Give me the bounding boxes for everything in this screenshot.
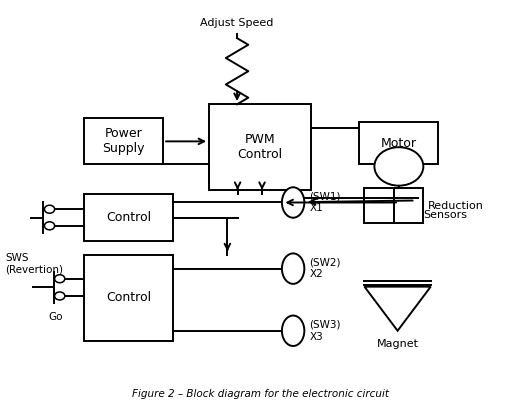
Text: Motor: Motor xyxy=(381,137,417,150)
Text: Control: Control xyxy=(106,291,151,304)
Bar xyxy=(209,104,311,191)
Text: Adjust Speed: Adjust Speed xyxy=(200,18,274,28)
Text: (SW2)
X2: (SW2) X2 xyxy=(309,258,341,279)
Ellipse shape xyxy=(282,254,304,284)
Text: Power
Supply: Power Supply xyxy=(102,127,145,155)
Circle shape xyxy=(55,292,65,300)
Text: (SW1)
X1: (SW1) X1 xyxy=(309,192,341,213)
Circle shape xyxy=(44,222,55,230)
Bar xyxy=(365,189,423,222)
Circle shape xyxy=(374,147,423,186)
Circle shape xyxy=(55,275,65,283)
Text: (SW3)
X3: (SW3) X3 xyxy=(309,320,341,342)
Bar xyxy=(84,254,173,341)
Text: Sensors: Sensors xyxy=(423,209,467,220)
Bar xyxy=(359,122,438,164)
Ellipse shape xyxy=(282,187,304,218)
Bar xyxy=(84,118,163,164)
Text: Go: Go xyxy=(48,312,63,322)
Bar xyxy=(84,195,173,240)
Text: Control: Control xyxy=(106,211,151,224)
Text: PWM
Control: PWM Control xyxy=(238,133,282,162)
Text: SWS
(Revertion): SWS (Revertion) xyxy=(5,253,63,274)
Text: Figure 2 – Block diagram for the electronic circuit: Figure 2 – Block diagram for the electro… xyxy=(132,389,388,399)
Text: Magnet: Magnet xyxy=(376,339,419,349)
Ellipse shape xyxy=(282,315,304,346)
Text: Reduction: Reduction xyxy=(428,200,484,211)
Circle shape xyxy=(44,205,55,213)
